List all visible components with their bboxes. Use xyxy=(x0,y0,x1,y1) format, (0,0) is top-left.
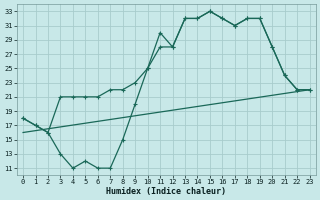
X-axis label: Humidex (Indice chaleur): Humidex (Indice chaleur) xyxy=(106,187,226,196)
